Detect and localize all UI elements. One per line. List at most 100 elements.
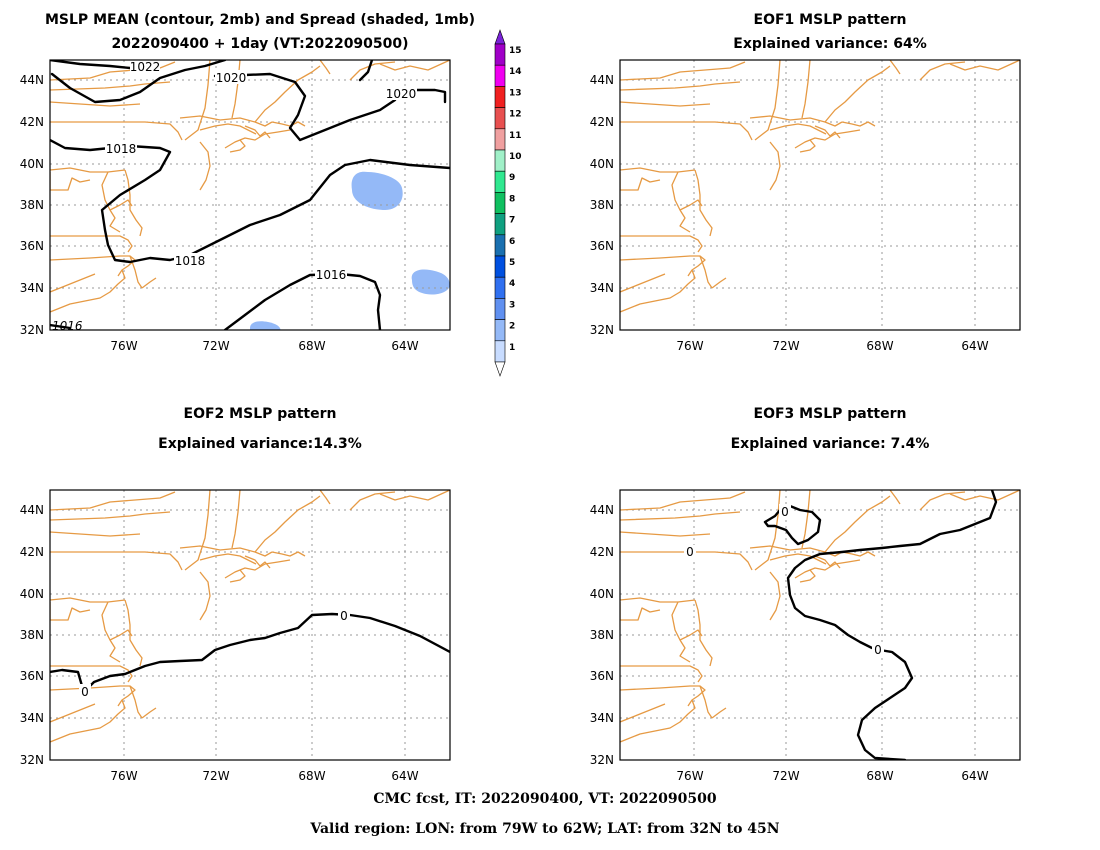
lon-label: 68W	[866, 339, 893, 353]
lat-label: 34N	[590, 281, 614, 295]
lat-label: 44N	[590, 73, 614, 87]
lat-label: 44N	[590, 503, 614, 517]
lat-label: 34N	[20, 281, 44, 295]
contour-label-bg	[684, 545, 696, 559]
lat-label: 32N	[590, 323, 614, 337]
colorbar-label: 4	[509, 279, 515, 289]
eof1-variance: Explained variance: 64%	[733, 36, 926, 52]
colorbar-swatch	[494, 107, 506, 130]
contour-label-bg	[174, 253, 206, 267]
contour-label-bg	[105, 141, 137, 155]
colorbar-label: 3	[509, 300, 515, 310]
lat-label: 44N	[20, 503, 44, 517]
lat-label: 40N	[20, 157, 44, 171]
lon-label: 64W	[961, 339, 988, 353]
colorbar-label: 13	[509, 88, 522, 98]
contour-label: 1016	[316, 268, 347, 282]
lon-label: 72W	[202, 339, 229, 353]
lat-label: 36N	[590, 239, 614, 253]
lon-label: 72W	[772, 769, 799, 783]
contour-label: 1018	[106, 142, 137, 156]
lon-label: 72W	[772, 339, 799, 353]
colorbar: 15 14 13 12 11 10 9 8 7 6 5 4 3 2 1	[494, 29, 522, 377]
colorbar-label: 11	[509, 131, 522, 141]
colorbar-swatch	[494, 276, 506, 299]
lat-label: 42N	[20, 545, 44, 559]
lon-label: 68W	[298, 339, 325, 353]
lat-label: 44N	[20, 73, 44, 87]
map-frame	[619, 489, 1021, 761]
colorbar-swatch	[494, 43, 506, 66]
eof3-map-panel: 0 0 0 44N 42N 40N 38N 36N 34N 32N 76W 72…	[590, 489, 1021, 783]
eof2-variance: Explained variance:14.3%	[158, 436, 362, 452]
lat-label: 40N	[20, 587, 44, 601]
zero-contour	[786, 490, 998, 760]
lon-label: 76W	[676, 769, 703, 783]
colorbar-swatch	[494, 298, 506, 320]
lon-label: 64W	[391, 769, 418, 783]
eof1-map-panel: 44N 42N 40N 38N 36N 34N 32N 76W 72W 68W …	[590, 59, 1021, 353]
zero-contour	[50, 612, 450, 692]
lat-label: 38N	[590, 628, 614, 642]
lon-label: 68W	[298, 769, 325, 783]
colorbar-min-arrow	[494, 361, 506, 377]
mean-map-panel: 1022 1020 1020 1018 1018 1016 1016 44N 4…	[20, 59, 451, 353]
lat-label: 38N	[20, 628, 44, 642]
contour-label-bg	[315, 268, 347, 282]
lat-label: 42N	[20, 115, 44, 129]
isobar-1020	[358, 60, 374, 82]
mean-title-line2: 2022090400 + 1day (VT:2022090500)	[111, 36, 408, 52]
contour-label: 1020	[386, 87, 417, 101]
isobar-1016	[223, 272, 382, 330]
spread-area	[250, 321, 281, 330]
contour-label-bg	[872, 642, 884, 656]
lon-label: 76W	[676, 339, 703, 353]
colorbar-label: 12	[509, 110, 522, 120]
contour-label: 0	[686, 545, 694, 559]
lon-label: 68W	[866, 769, 893, 783]
colorbar-label: 15	[509, 46, 522, 56]
colorbar-swatch	[494, 213, 506, 236]
colorbar-swatch	[494, 86, 506, 108]
lat-label: 36N	[590, 669, 614, 683]
colorbar-label: 9	[509, 173, 515, 183]
colorbar-label: 6	[509, 237, 515, 247]
lat-label: 40N	[590, 587, 614, 601]
lat-label: 36N	[20, 669, 44, 683]
contour-label-bg	[130, 60, 160, 72]
footer-valid-region: Valid region: LON: from 79W to 62W; LAT:…	[309, 821, 779, 837]
spread-area	[351, 171, 403, 210]
isobar-1022	[50, 60, 132, 70]
contour-label-bg	[779, 504, 791, 518]
colorbar-swatch	[494, 128, 506, 151]
lat-label: 34N	[20, 711, 44, 725]
isobar-1020	[213, 72, 447, 142]
contour-label: 0	[81, 685, 89, 699]
colorbar-swatch	[494, 64, 506, 87]
lat-label: 34N	[590, 711, 614, 725]
eof2-title: EOF2 MSLP pattern	[184, 406, 337, 422]
lon-label: 76W	[110, 339, 137, 353]
contour-label-bg	[338, 608, 350, 622]
colorbar-max-arrow	[494, 29, 506, 45]
colorbar-label: 2	[509, 322, 515, 332]
contour-label-bg	[215, 70, 247, 84]
colorbar-swatch	[494, 149, 506, 172]
lat-label: 42N	[590, 545, 614, 559]
lon-label: 64W	[961, 769, 988, 783]
map-frame	[49, 59, 451, 331]
contour-label: 0	[781, 505, 789, 519]
eof3-variance: Explained variance: 7.4%	[731, 436, 930, 452]
mean-title-line1: MSLP MEAN (contour, 2mb) and Spread (sha…	[45, 12, 475, 28]
contour-label: 1022	[130, 60, 161, 74]
contour-label: 1020	[216, 71, 247, 85]
eof3-title: EOF3 MSLP pattern	[754, 406, 907, 422]
colorbar-label: 14	[509, 67, 522, 77]
lat-label: 36N	[20, 239, 44, 253]
lat-label: 38N	[20, 198, 44, 212]
colorbar-swatch	[494, 340, 506, 363]
colorbar-swatch	[494, 234, 506, 257]
colorbar-label: 8	[509, 194, 515, 204]
lat-label: 38N	[590, 198, 614, 212]
eof2-map-panel: 0 0 44N 42N 40N 38N 36N 34N 32N 76W 72W …	[20, 489, 451, 783]
